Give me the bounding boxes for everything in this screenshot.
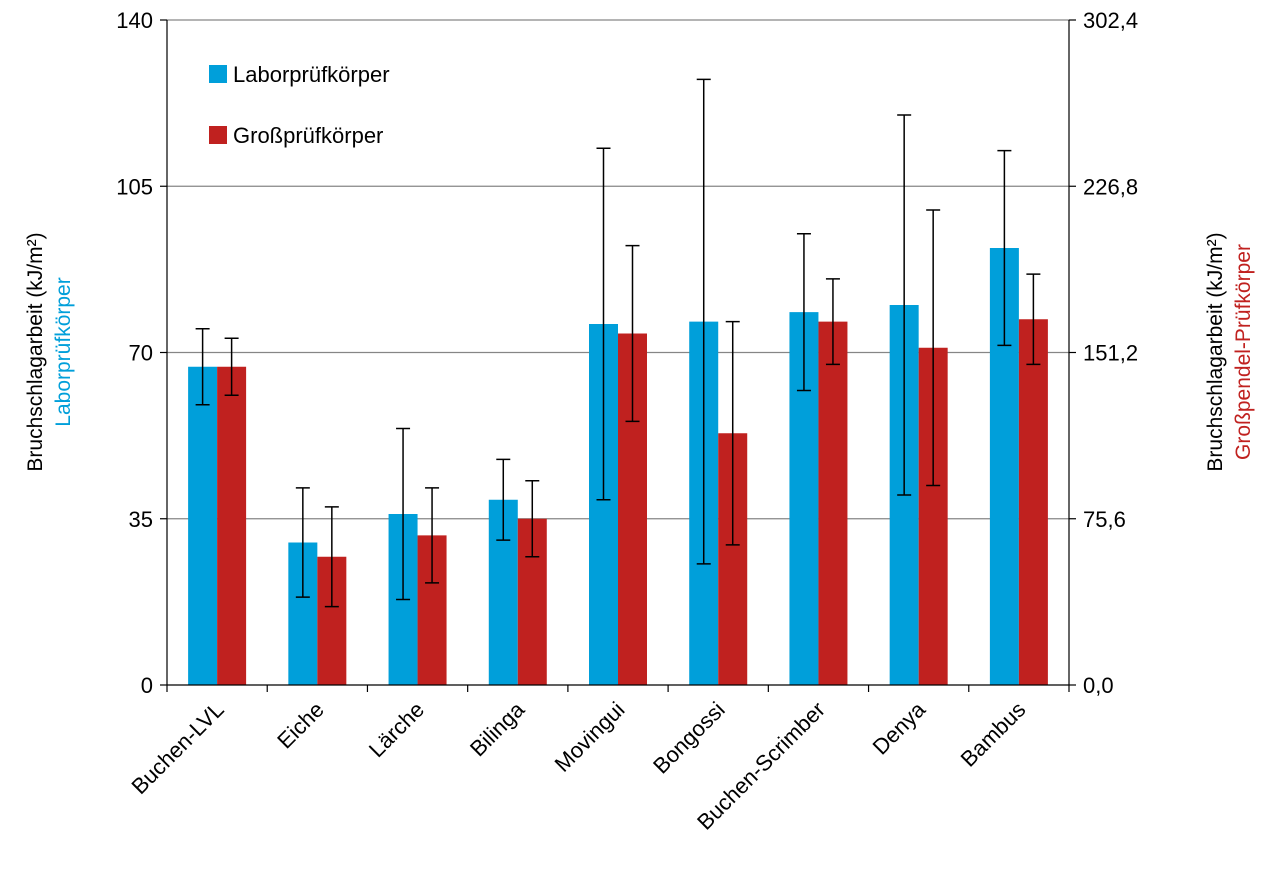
bar [1018, 319, 1048, 685]
tick-labels: 0 0,0 35 75,6 70 151,2 105 226,8 140 302,4 [116, 8, 1138, 698]
left-tick-label: 140 [116, 8, 153, 33]
left-axis-title-sub: Laborprüfkörper [52, 277, 75, 426]
right-tick-label: 226,8 [1083, 174, 1138, 199]
legend-swatch-gross [209, 126, 227, 144]
right-axis-title: Bruchschlagarbeit (kJ/m²) Großpendel-Prü… [1204, 232, 1255, 471]
category-label: Bongossi [648, 697, 730, 779]
left-tick-label: 0 [141, 673, 153, 698]
error-bars [195, 78, 1041, 608]
left-tick-label: 70 [129, 341, 153, 366]
axes [160, 19, 1076, 692]
legend-swatch-labor [209, 65, 227, 83]
category-label: Movingui [550, 697, 630, 777]
right-axis-title-main: Bruchschlagarbeit (kJ/m²) [1204, 232, 1227, 471]
category-label: Denya [868, 696, 931, 759]
right-axis-title-sub: Großpendel-Prüfkörper [1232, 244, 1255, 460]
left-axis-title-main: Bruchschlagarbeit (kJ/m²) [24, 232, 47, 471]
category-label: Lärche [364, 697, 429, 762]
category-labels: Buchen-LVL Eiche Lärche Bilinga Movingui Bong… [127, 696, 1031, 834]
category-label: Bilinga [465, 696, 530, 761]
bar [818, 321, 848, 685]
left-axis-title: Bruchschlagarbeit (kJ/m²) Laborprüfkörpe… [24, 232, 75, 471]
legend: Laborprüfkörper Großprüfkörper [209, 62, 390, 148]
category-label: Buchen-LVL [127, 697, 229, 799]
legend-label-gross: Großprüfkörper [233, 123, 383, 148]
left-tick-label: 35 [129, 507, 153, 532]
right-tick-label: 302,4 [1083, 8, 1138, 33]
right-tick-label: 75,6 [1083, 507, 1126, 532]
bar [188, 366, 218, 685]
bar [217, 366, 247, 685]
legend-label-labor: Laborprüfkörper [233, 62, 390, 87]
bars [188, 248, 1048, 685]
left-tick-label: 105 [116, 174, 153, 199]
category-label: Bambus [956, 697, 1031, 772]
right-tick-label: 151,2 [1083, 341, 1138, 366]
category-label: Eiche [272, 697, 329, 754]
right-tick-label: 0,0 [1083, 673, 1114, 698]
